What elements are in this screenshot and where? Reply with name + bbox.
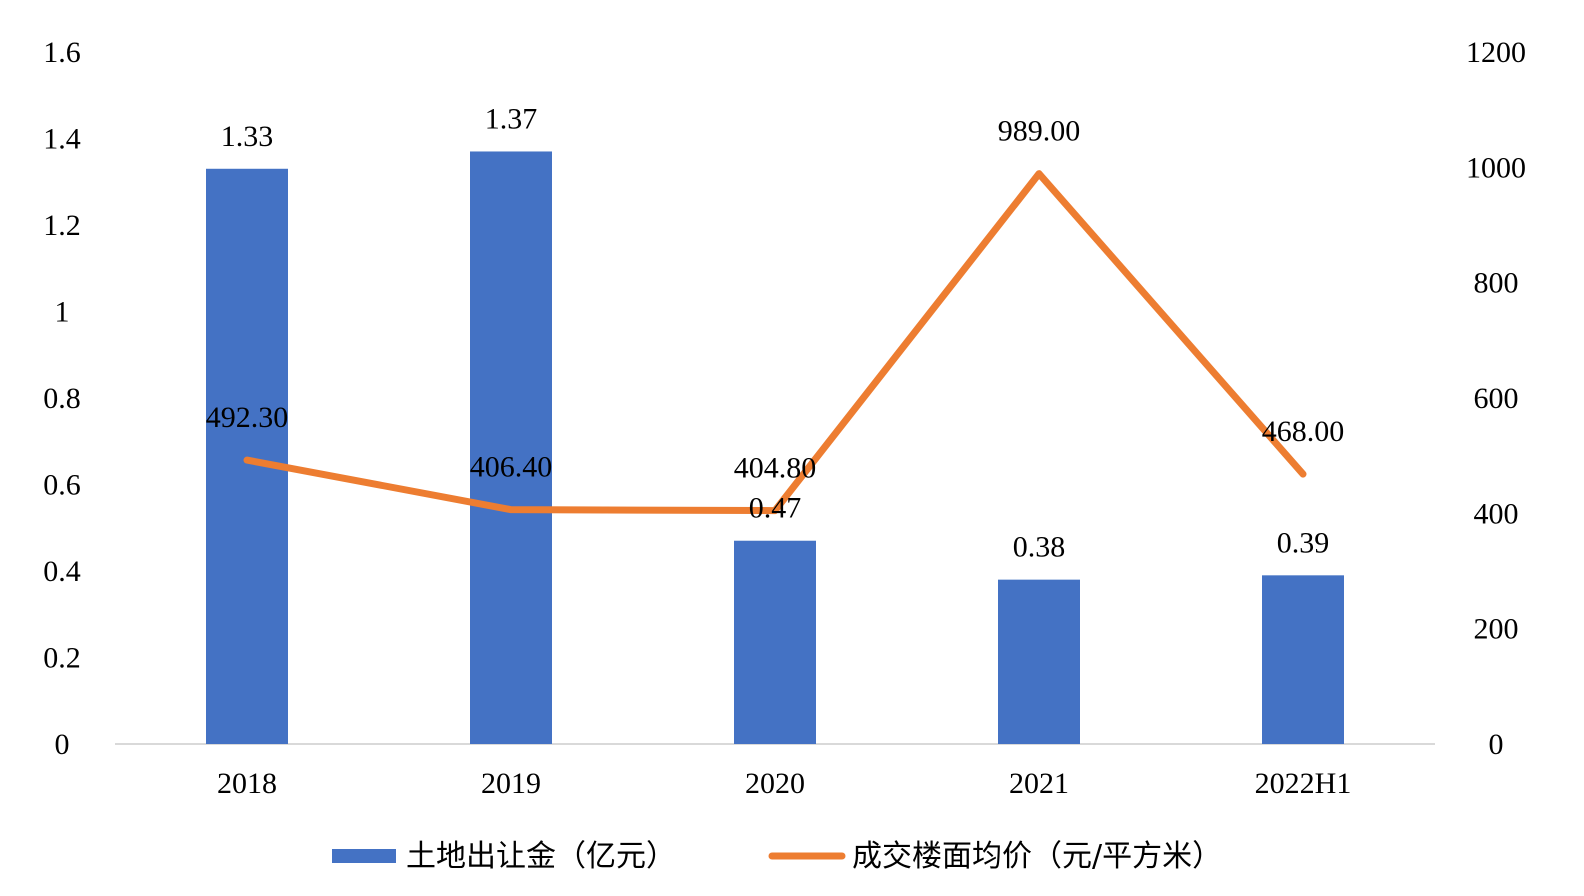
left-axis-tick-label: 0.6 [43, 469, 81, 502]
line-data-label: 989.00 [998, 115, 1081, 148]
right-y-axis: 0 200 400 600 800 1000 1200 [1466, 36, 1526, 761]
right-axis-tick-label: 0 [1489, 728, 1504, 761]
left-axis-tick-label: 1 [55, 296, 70, 329]
bar-data-label: 1.33 [221, 120, 274, 153]
x-axis-tick-label: 2021 [1009, 767, 1069, 800]
left-axis-tick-label: 1.4 [43, 123, 81, 156]
legend-label-line: 成交楼面均价（元/平方米） [852, 839, 1222, 874]
line-series [243, 170, 1307, 515]
bar-data-labels: 1.33 1.37 0.47 0.38 0.39 [221, 102, 1330, 563]
left-axis-tick-label: 1.6 [43, 36, 81, 69]
x-axis-ticks: 2018 2019 2020 2021 2022H1 [217, 767, 1351, 800]
right-axis-tick-label: 200 [1474, 613, 1519, 646]
x-axis-tick-label: 2019 [481, 767, 541, 800]
line-data-label: 404.80 [734, 452, 817, 485]
bar-data-label: 0.39 [1277, 526, 1330, 559]
bar [998, 579, 1080, 744]
line-data-label: 406.40 [470, 451, 553, 484]
bar [470, 151, 552, 745]
line-data-label: 492.30 [206, 401, 289, 434]
right-axis-tick-label: 400 [1474, 497, 1519, 530]
bar-data-label: 0.38 [1013, 531, 1066, 564]
line-data-label: 468.00 [1262, 415, 1345, 448]
bar-data-label: 0.47 [749, 492, 802, 525]
legend-label-bar: 土地出让金（亿元） [406, 839, 676, 874]
x-axis-tick-label: 2018 [217, 767, 277, 800]
bar-data-label: 1.37 [485, 102, 538, 135]
legend-swatch-bar [332, 849, 396, 863]
bar [1262, 575, 1344, 744]
right-axis-tick-label: 600 [1474, 382, 1519, 415]
bar [734, 540, 816, 744]
left-axis-tick-label: 1.2 [43, 209, 81, 242]
x-axis-tick-label: 2022H1 [1255, 767, 1352, 800]
legend: 土地出让金（亿元） 成交楼面均价（元/平方米） [332, 839, 1222, 874]
left-axis-tick-label: 0.4 [43, 555, 81, 588]
right-axis-tick-label: 1200 [1466, 36, 1526, 69]
x-axis-tick-label: 2020 [745, 767, 805, 800]
bar-series [206, 151, 1344, 745]
left-axis-tick-label: 0 [55, 728, 70, 761]
right-axis-tick-label: 800 [1474, 267, 1519, 300]
right-axis-tick-label: 1000 [1466, 151, 1526, 184]
bar [206, 168, 288, 744]
left-axis-tick-label: 0.8 [43, 382, 81, 415]
line-data-labels: 492.30 406.40 404.80 989.00 468.00 [206, 115, 1345, 485]
left-y-axis: 0 0.2 0.4 0.6 0.8 1 1.2 1.4 1.6 [43, 36, 81, 761]
left-axis-tick-label: 0.2 [43, 642, 81, 675]
